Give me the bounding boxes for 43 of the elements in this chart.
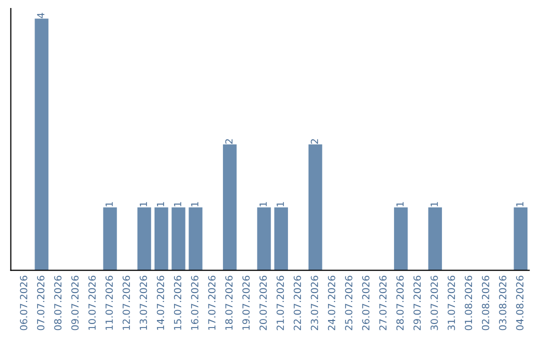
x-tick-label: 20.07.2026 xyxy=(259,276,267,330)
data-label: 1 xyxy=(516,202,524,206)
x-tick-label: 16.07.2026 xyxy=(191,276,198,330)
data-label: 1 xyxy=(396,202,404,206)
x-tick-label: 28.07.2026 xyxy=(396,276,404,330)
x-tick-label: 17.07.2026 xyxy=(208,276,216,330)
x-tick-label: 31.07.2026 xyxy=(448,276,456,330)
x-tick-label: 14.07.2026 xyxy=(156,276,164,330)
x-tick-label: 02.08.2026 xyxy=(482,276,490,330)
x-tick-label: 15.07.2026 xyxy=(174,276,182,330)
x-tick-label: 25.07.2026 xyxy=(345,276,352,330)
x-tick-label: 19.07.2026 xyxy=(242,276,250,330)
x-tick-label: 27.07.2026 xyxy=(379,276,387,330)
data-label: 1 xyxy=(174,202,182,206)
x-tick-label: 08.07.2026 xyxy=(54,276,62,330)
x-tick-label: 18.07.2026 xyxy=(225,276,233,330)
data-label: 2 xyxy=(225,139,232,144)
x-tick-label: 24.07.2026 xyxy=(328,276,336,330)
x-tick-label: 07.07.2026 xyxy=(37,276,44,330)
data-label: 1 xyxy=(140,202,147,206)
data-label: 1 xyxy=(191,202,198,206)
x-tick-label: 06.07.2026 xyxy=(20,276,28,330)
x-tick-label: 11.07.2026 xyxy=(106,276,113,330)
data-label: 1 xyxy=(276,202,284,206)
data-label: 1 xyxy=(260,202,267,206)
x-tick-label: 22.07.2026 xyxy=(294,276,302,330)
x-tick-label: 10.07.2026 xyxy=(88,276,96,330)
data-label: 2 xyxy=(310,139,318,144)
data-label: 1 xyxy=(106,202,113,206)
x-tick-label: 03.08.2026 xyxy=(499,276,506,330)
x-tick-label: 23.07.2026 xyxy=(310,276,318,330)
x-tick-label: 29.07.2026 xyxy=(413,276,421,330)
data-label: 1 xyxy=(430,202,438,206)
x-tick-label: 13.07.2026 xyxy=(140,276,148,330)
x-tick-label: 09.07.2026 xyxy=(71,276,79,330)
x-tick-label: 21.07.2026 xyxy=(276,276,284,330)
x-tick-label: 12.07.2026 xyxy=(122,276,130,330)
data-label: 4 xyxy=(37,12,44,18)
x-tick-label: 04.08.2026 xyxy=(516,276,524,330)
x-tick-label: 26.07.2026 xyxy=(362,276,370,330)
x-tick-label: 30.07.2026 xyxy=(430,276,438,330)
x-tick-label: 01.08.2026 xyxy=(464,276,472,330)
data-label: 1 xyxy=(156,202,164,206)
